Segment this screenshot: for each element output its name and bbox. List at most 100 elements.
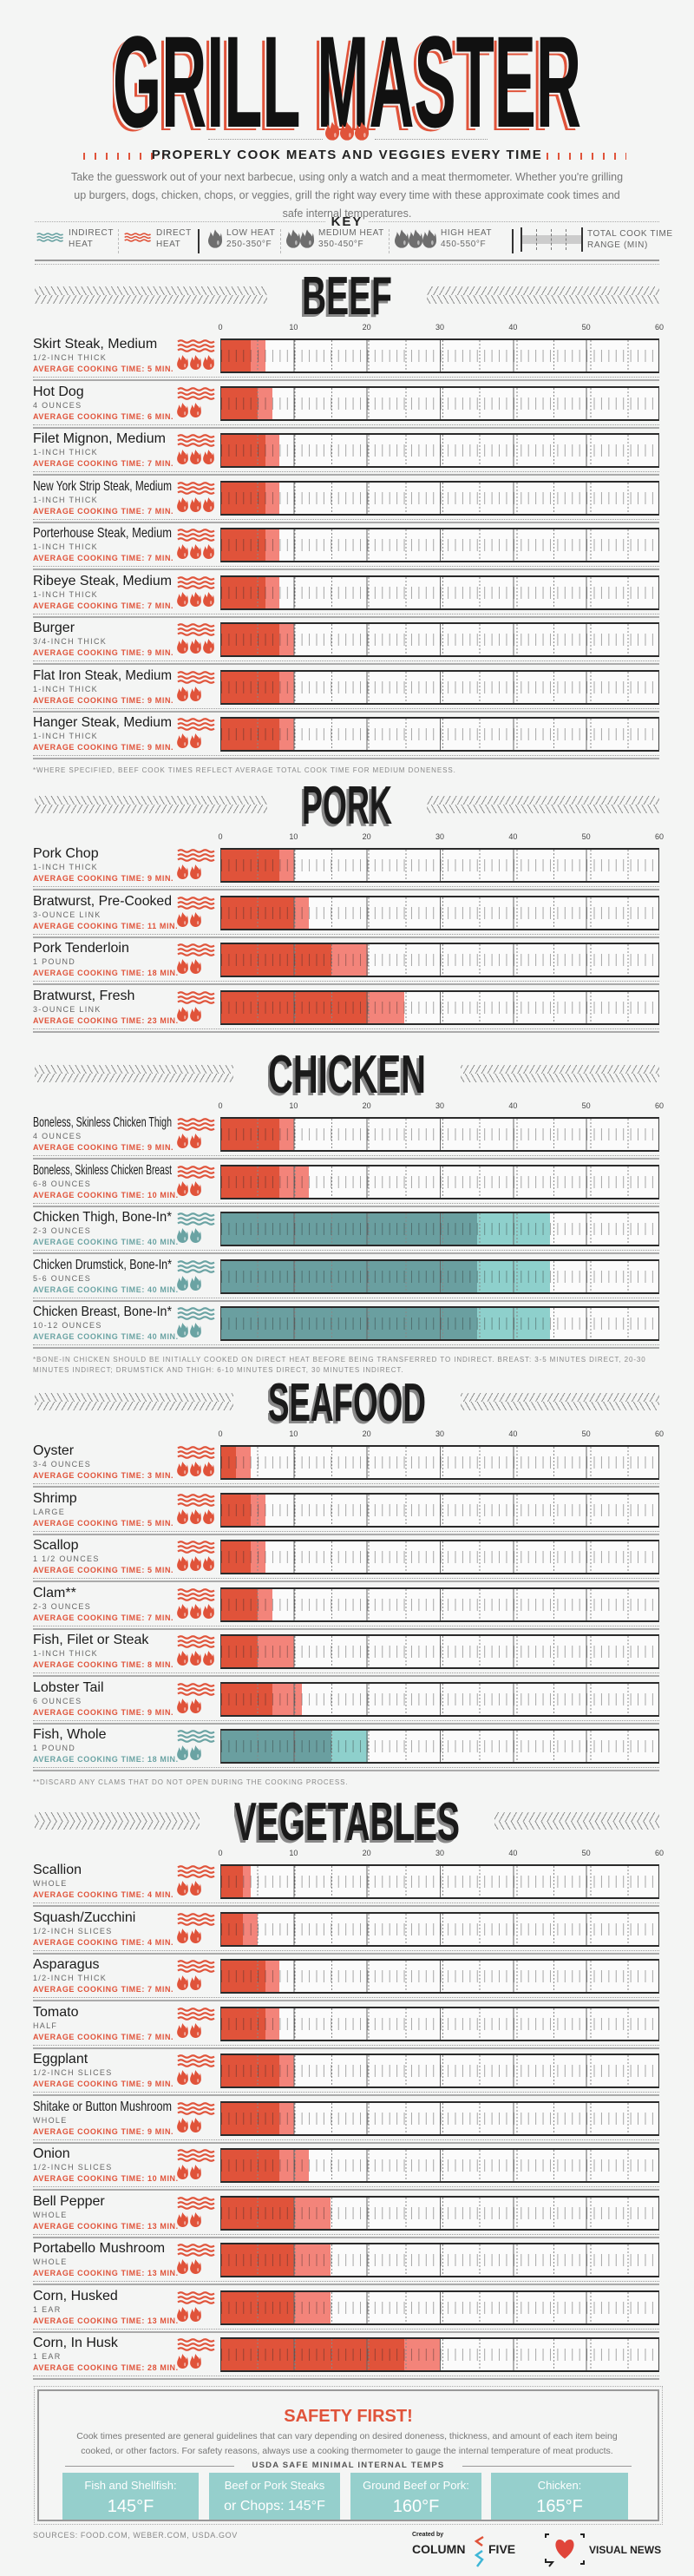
flame-icon [177,2022,188,2042]
gridlines-10 [221,387,658,419]
minute-ticks [221,728,658,740]
flame-icon [177,2070,188,2089]
chevron-decor-icon [427,796,659,813]
row-divider [33,2186,659,2191]
heat-level-flames [177,1006,201,1026]
row-divider [33,566,659,570]
flame-icon [190,402,201,422]
decor-ticks [76,153,163,160]
flame-icon [177,1698,188,1718]
axis-tick-label: 40 [508,1849,518,1857]
item-size: WHOLE [33,2210,68,2219]
cook-time-bar-track [220,2337,659,2372]
axis-tick-label: 0 [218,832,223,841]
cook-time-bar-track [220,1864,659,1899]
item-label: Ribeye Steak, Medium 1-INCH THICK AVERAG… [33,573,176,611]
flame-icon [177,450,188,469]
direct-heat-wave-icon [177,2054,216,2072]
main-title: GRILL MASTER GRILL MASTER GRILL MASTER [113,24,581,132]
gridlines-10 [221,529,658,561]
cook-time-bar-track [220,2100,659,2136]
heat-level-flames [177,591,214,611]
average-cooking-time: AVERAGE COOKING TIME: 7 MIN. [33,1985,174,1994]
flame-icon [190,1462,201,1481]
divider [280,229,281,253]
key-label-line: LOW HEAT [226,228,276,238]
section-title-text: VEGETABLES [234,1795,460,1845]
flame-icon [190,1698,201,1718]
item-name: Chicken Drumstick, Bone-In* [33,1258,172,1272]
axis-tick-label: 20 [362,323,371,332]
minute-ticks [221,2301,658,2314]
minute-ticks [221,2254,658,2266]
item-size: 1-INCH THICK [33,589,98,599]
item-label: Tomato HALF AVERAGE COOKING TIME: 7 MIN. [33,2004,176,2042]
item-name-text: Eggplant [33,2052,88,2067]
item-size: 1 EAR [33,2304,62,2314]
axis-tick-label: 60 [654,1101,665,1110]
flame-icon [177,402,188,422]
flame-icon [177,864,188,884]
gridlines-10 [221,1961,658,1992]
heat-level-flames [177,1928,201,1948]
logo-text: COLUMN [412,2542,466,2556]
axis-tick-label: 60 [654,832,665,841]
row-divider [33,755,659,759]
cook-time-bar-track [220,2195,659,2231]
row-divider [33,471,659,476]
table-row: Lobster Tail 6 OUNCES AVERAGE COOKING TI… [0,1680,694,1730]
table-row: Porterhouse Steak, Medium 1-INCH THICK A… [0,526,694,575]
direct-heat-wave-icon [177,943,216,961]
average-cooking-time: AVERAGE COOKING TIME: 10 MIN. [33,2174,179,2183]
heat-level-flames [177,496,214,516]
minute-ticks [221,634,658,646]
row-divider [33,2139,659,2144]
axis-tick-label: 50 [581,1429,591,1438]
item-name: Chicken Thigh, Bone-In* [33,1210,172,1225]
table-row: Onion 1/2-INCH SLICES AVERAGE COOKING TI… [0,2146,694,2196]
minute-ticks [221,2349,658,2361]
item-size: 1 EAR [33,2352,62,2361]
average-cooking-time: AVERAGE COOKING TIME: 28 MIN. [33,2363,179,2372]
gridlines-10 [221,2055,658,2086]
direct-heat-wave-icon [177,1912,216,1930]
flame-icon [203,450,214,469]
indirect-heat-wave-icon [177,1307,216,1324]
item-name: Burger [33,621,75,635]
item-name-text: Chicken Drumstick, Bone-In* [33,1258,172,1272]
minute-ticks [221,1598,658,1611]
item-label: Flat Iron Steak, Medium 1-INCH THICK AVE… [33,667,176,706]
divider [512,229,514,253]
cook-time-bar-track [220,1959,659,1994]
heat-level-flames [177,864,201,884]
direct-heat-wave-icon [177,1587,216,1606]
key-label-line: HIGH HEAT [441,228,493,238]
gridlines-10 [221,719,658,750]
axis-tick-label: 0 [218,323,223,332]
gridlines-10 [221,1260,658,1292]
minute-ticks [221,2065,658,2077]
key-range: TOTAL COOK TIME RANGE (MIN) [520,227,673,252]
direct-heat-wave-icon [177,896,216,914]
axis-tick-label: 20 [362,1849,371,1857]
row-divider [33,1949,659,1955]
gridlines-10 [221,1866,658,1897]
chevron-decor-icon [35,1393,233,1410]
table-row: Corn, Husked 1 EAR AVERAGE COOKING TIME:… [0,2289,694,2338]
minute-ticks [221,1740,658,1752]
section-title-shadow: BEEF [302,269,390,319]
chevron-decor-icon [461,1065,659,1082]
key-indirect: INDIRECT HEAT [36,227,114,250]
gridlines-10 [221,2008,658,2040]
temp-box-steaks: Beef or Pork Steaks or Chops: 145°F [209,2473,340,2520]
table-row: Hot Dog 4 OUNCES AVERAGE COOKING TIME: 6… [0,384,694,434]
row-divider [33,1297,659,1302]
key-high-heat: HIGH HEAT 450-550°F [395,227,492,250]
gridlines-10 [221,2102,658,2134]
axis-tick-label: 50 [581,1101,591,1110]
row-divider [33,377,659,381]
flame-icon [190,1180,201,1200]
heat-level-flames [177,1462,214,1481]
axis-tick-label: 60 [654,1849,665,1857]
section-title-text: BEEF [302,269,392,319]
